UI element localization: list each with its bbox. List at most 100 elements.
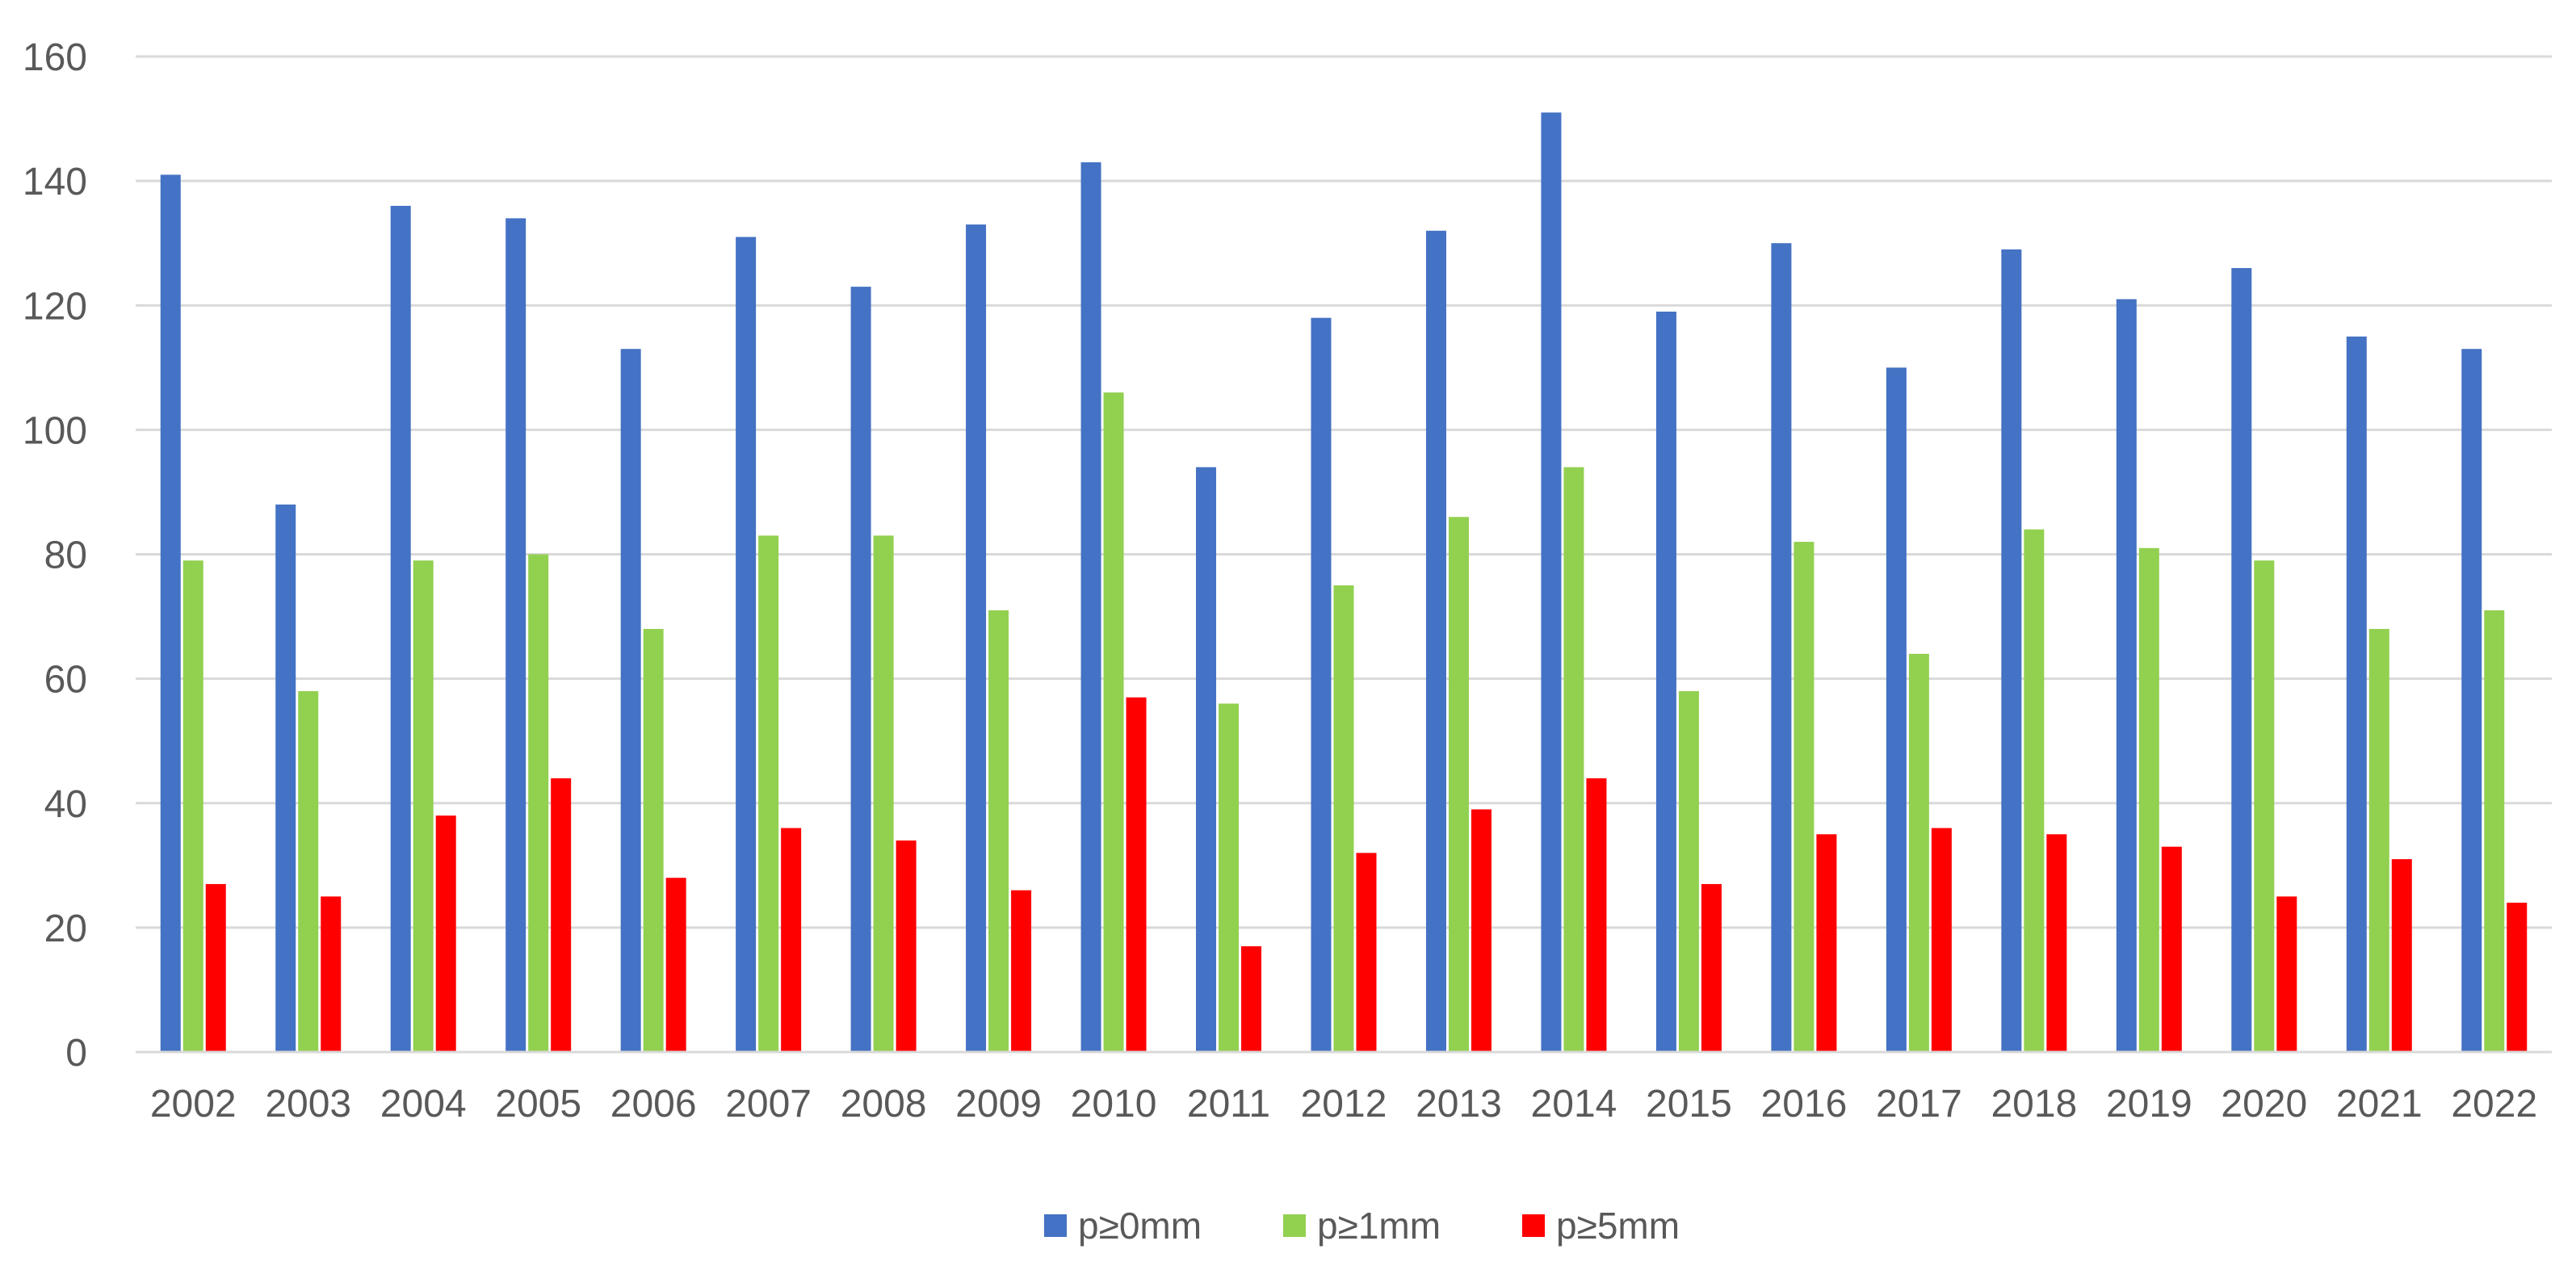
bar-p≥0mm-2018: [2001, 249, 2022, 1052]
bar-p≥5mm-2013: [1471, 809, 1491, 1052]
bar-p≥0mm-2010: [1080, 162, 1101, 1053]
bar-p≥0mm-2002: [160, 174, 181, 1053]
bar-p≥0mm-2015: [1655, 311, 1676, 1052]
x-tick-label: 2021: [2336, 1083, 2423, 1126]
bar-p≥1mm-2006: [643, 628, 664, 1052]
x-tick-label: 2014: [1531, 1083, 1617, 1126]
bar-p≥5mm-2005: [551, 778, 572, 1052]
bar-p≥5mm-2003: [321, 896, 342, 1052]
x-tick-label: 2012: [1301, 1083, 1387, 1126]
x-tick-label: 2011: [1187, 1083, 1270, 1126]
y-axis-ticks: 0 20 40 60 80 100 120 140 160: [23, 36, 87, 1075]
bar-p≥5mm-2011: [1241, 945, 1262, 1052]
x-tick-label: 2015: [1646, 1083, 1732, 1126]
bar-p≥0mm-2020: [2231, 268, 2252, 1052]
bar-p≥1mm-2010: [1103, 392, 1124, 1052]
y-tick-label: 80: [44, 534, 87, 577]
bar-p≥1mm-2002: [183, 560, 203, 1052]
x-tick-label: 2004: [380, 1083, 467, 1126]
x-tick-label: 2006: [610, 1083, 697, 1126]
bar-p≥5mm-2012: [1356, 853, 1377, 1052]
bar-p≥5mm-2010: [1126, 697, 1147, 1052]
bar-p≥0mm-2004: [390, 205, 411, 1053]
bar-p≥1mm-2011: [1219, 703, 1240, 1052]
bar-p≥5mm-2007: [781, 828, 802, 1052]
bar-p≥1mm-2004: [413, 560, 434, 1052]
bar-p≥0mm-2006: [620, 349, 641, 1053]
bar-p≥0mm-2011: [1196, 467, 1217, 1052]
x-tick-label: 2020: [2221, 1083, 2307, 1126]
bar-p≥5mm-2021: [2391, 859, 2412, 1052]
y-tick-label: 100: [23, 409, 87, 452]
bar-p≥5mm-2018: [2046, 834, 2067, 1052]
bar-p≥0mm-2009: [966, 224, 987, 1053]
bar-p≥5mm-2009: [1011, 890, 1032, 1052]
bar-p≥5mm-2008: [896, 840, 917, 1052]
bar-p≥0mm-2008: [850, 287, 871, 1053]
bar-p≥5mm-2002: [205, 883, 226, 1052]
x-tick-label: 2007: [725, 1083, 812, 1126]
bar-p≥0mm-2007: [736, 237, 757, 1052]
bar-p≥1mm-2020: [2254, 560, 2275, 1052]
bar-p≥1mm-2019: [2138, 547, 2159, 1052]
bar-p≥0mm-2022: [2461, 349, 2482, 1053]
bar-p≥1mm-2013: [1448, 517, 1469, 1052]
legend-label: p≥5mm: [1556, 1205, 1680, 1247]
x-tick-label: 2018: [1991, 1083, 2077, 1126]
y-tick-label: 160: [23, 36, 87, 79]
bar-p≥1mm-2021: [2368, 628, 2389, 1052]
bar-p≥1mm-2018: [2024, 529, 2045, 1052]
bar-p≥0mm-2016: [1771, 243, 1792, 1052]
bar-p≥5mm-2004: [435, 815, 456, 1052]
legend: p≥0mm p≥1mm p≥5mm: [1044, 1205, 1680, 1247]
y-tick-label: 120: [23, 285, 87, 328]
y-tick-label: 0: [65, 1032, 87, 1075]
bar-p≥0mm-2021: [2346, 336, 2367, 1052]
x-tick-label: 2019: [2106, 1083, 2192, 1126]
x-tick-label: 2005: [495, 1083, 581, 1126]
x-tick-label: 2002: [150, 1083, 237, 1126]
bar-p≥1mm-2016: [1794, 542, 1815, 1052]
bar-p≥5mm-2015: [1701, 883, 1722, 1052]
y-tick-label: 140: [23, 161, 87, 203]
bar-p≥0mm-2019: [2116, 299, 2137, 1052]
bar-p≥5mm-2022: [2507, 903, 2528, 1052]
bar-p≥1mm-2012: [1333, 585, 1354, 1052]
bar-p≥1mm-2005: [528, 554, 549, 1052]
bar-p≥5mm-2019: [2161, 846, 2182, 1052]
bar-p≥1mm-2007: [758, 535, 779, 1052]
y-tick-label: 40: [44, 783, 87, 826]
bar-p≥1mm-2015: [1678, 691, 1699, 1052]
bar-p≥1mm-2017: [1908, 653, 1929, 1052]
bar-p≥0mm-2017: [1886, 367, 1907, 1052]
bar-p≥1mm-2022: [2484, 610, 2505, 1052]
y-tick-label: 60: [44, 659, 87, 702]
legend-label: p≥0mm: [1078, 1205, 1202, 1247]
x-tick-label: 2008: [841, 1083, 927, 1126]
bar-p≥0mm-2013: [1425, 230, 1446, 1052]
bar-p≥1mm-2014: [1563, 467, 1584, 1052]
bar-p≥0mm-2005: [506, 218, 527, 1052]
x-tick-label: 2009: [955, 1083, 1042, 1126]
legend-label: p≥1mm: [1317, 1205, 1441, 1247]
bar-p≥0mm-2003: [275, 504, 296, 1052]
x-tick-label: 2013: [1416, 1083, 1502, 1126]
bar-p≥1mm-2008: [873, 535, 894, 1052]
bar-p≥0mm-2012: [1311, 317, 1332, 1053]
x-axis-ticks: 2002 2003 2004 2005 2006 2007 2008 2009 2010 2011…: [150, 1083, 2537, 1126]
legend-swatch: [1283, 1214, 1306, 1237]
bar-p≥0mm-2014: [1541, 112, 1562, 1053]
x-tick-label: 2017: [1876, 1083, 1962, 1126]
y-tick-label: 20: [44, 908, 87, 950]
bar-p≥5mm-2016: [1816, 834, 1837, 1052]
bars: [160, 112, 2528, 1053]
x-tick-label: 2016: [1761, 1083, 1848, 1126]
bar-p≥5mm-2020: [2276, 896, 2297, 1052]
x-tick-label: 2022: [2451, 1083, 2537, 1126]
bar-p≥5mm-2006: [665, 878, 686, 1052]
x-tick-label: 2003: [265, 1083, 351, 1126]
bar-p≥1mm-2003: [298, 691, 319, 1052]
legend-swatch: [1522, 1214, 1545, 1237]
x-tick-label: 2010: [1071, 1083, 1157, 1126]
